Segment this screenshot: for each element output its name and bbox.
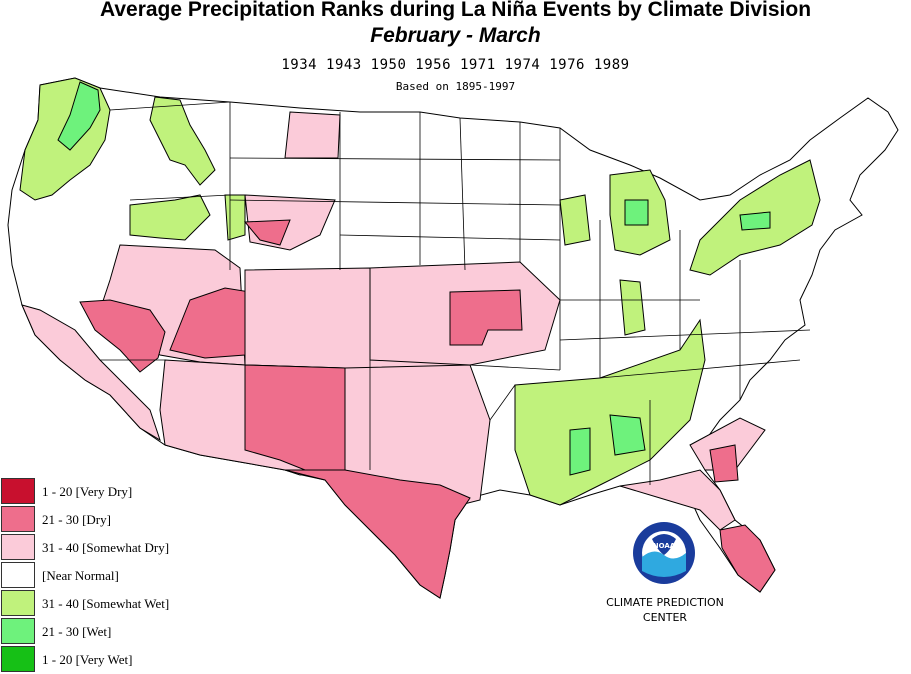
legend-label: 1 - 20 [Very Wet] — [42, 652, 133, 667]
legend-swatch — [1, 562, 35, 588]
legend-label: 31 - 40 [Somewhat Dry] — [42, 540, 170, 555]
legend-swatch — [1, 478, 35, 504]
legend-label: 21 - 30 [Wet] — [42, 624, 112, 639]
legend-item-very-wet: 1 - 20 [Very Wet] — [0, 646, 260, 674]
credit-line-1: CLIMATE PREDICTION — [606, 596, 724, 609]
region-dry-wyoming-southwest — [243, 219, 291, 246]
legend-label: 21 - 30 [Dry] — [42, 512, 111, 527]
region-wet-new-york — [739, 211, 771, 231]
region-somewhat-wet-idaho-panhandle — [149, 96, 216, 186]
legend-swatch — [1, 618, 35, 644]
legend-item-somewhat-wet: 31 - 40 [Somewhat Wet] — [0, 590, 260, 618]
event-years: 1934 1943 1950 1956 1971 1974 1976 1989 — [281, 57, 630, 73]
credit-line-2: CENTER — [642, 611, 688, 624]
region-somewhat-wet-lower-mississippi — [514, 318, 706, 506]
legend-item-dry: 21 - 30 [Dry] — [0, 506, 260, 534]
region-dry-utah — [169, 287, 251, 359]
legend-label: [Near Normal] — [42, 568, 119, 583]
region-somewhat-wet-snake-river — [129, 194, 211, 241]
region-dry-georgia-coast — [709, 444, 739, 483]
legend-swatch — [1, 646, 35, 672]
legend-item-wet: 21 - 30 [Wet] — [0, 618, 260, 646]
region-somewhat-dry-carolinas — [689, 417, 766, 471]
region-wet-puget-sound — [57, 81, 101, 151]
division-boundaries — [100, 101, 811, 485]
legend-item-somewhat-dry: 31 - 40 [Somewhat Dry] — [0, 534, 260, 562]
region-wet-alabama — [609, 414, 646, 456]
region-somewhat-wet-wisconsin — [559, 194, 591, 246]
region-dry-florida — [719, 524, 776, 593]
region-dry-new-mexico — [244, 364, 346, 471]
legend-label: 1 - 20 [Very Dry] — [42, 484, 133, 499]
region-dry-nevada — [79, 299, 166, 373]
region-dry-texas-south — [284, 469, 471, 599]
region-somewhat-dry-gulf-coast — [619, 469, 736, 531]
legend-item-near-normal: [Near Normal] — [0, 562, 260, 590]
legend-swatch — [1, 506, 35, 532]
region-somewhat-wet-wyoming-west — [224, 194, 246, 241]
baseline-period: Based on 1895-1997 — [395, 80, 516, 93]
region-wet-mississippi — [569, 427, 591, 476]
map-subtitle: February - March — [370, 24, 541, 47]
credit: CLIMATE PREDICTION CENTER — [580, 595, 750, 625]
region-dry-kansas-east — [449, 289, 523, 346]
map-title: Average Precipitation Ranks during La Ni… — [99, 0, 812, 21]
legend-swatch — [1, 534, 35, 560]
legend-item-very-dry: 1 - 20 [Very Dry] — [0, 478, 260, 506]
noaa-logo-icon: NOAA — [633, 522, 695, 584]
region-somewhat-dry-montana-east — [284, 111, 341, 159]
region-somewhat-dry-california — [21, 304, 161, 442]
legend-swatch — [1, 590, 35, 616]
region-wet-michigan — [624, 199, 649, 226]
region-somewhat-wet-indiana — [619, 279, 646, 336]
legend-label: 31 - 40 [Somewhat Wet] — [42, 596, 170, 611]
noaa-logo-text: NOAA — [653, 542, 676, 550]
